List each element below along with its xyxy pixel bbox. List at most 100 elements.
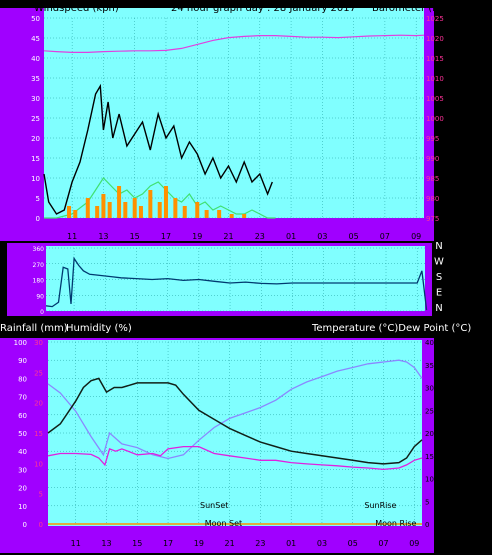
direction-series [45, 256, 428, 311]
direction-line [45, 256, 428, 311]
rain-bar [101, 194, 106, 218]
humidity-tick: 20 [18, 485, 27, 493]
humidity-tick: 90 [18, 357, 27, 365]
temp-x-tick: 17 [163, 539, 173, 548]
rain-tick: 30 [34, 339, 43, 347]
humidity-tick: 30 [18, 466, 27, 474]
direction-tick: 90 [36, 293, 44, 300]
temperature-tick: 25 [425, 407, 434, 415]
temp-x-tick: 19 [194, 539, 204, 548]
compass-label: W [434, 257, 444, 268]
wind_gust-line [43, 83, 273, 215]
humidity-line [47, 359, 423, 460]
rain-bar [107, 202, 112, 218]
rain-bar [229, 214, 234, 218]
rain-bar [173, 198, 178, 218]
wind-x-tick: 13 [98, 232, 108, 241]
temp-x-tick-labels: 11 13 15 17 19 21 23 01 03 05 07 09 [71, 539, 420, 548]
rain-bar [123, 202, 128, 218]
barometer-label: Barometer (hpa) [372, 3, 455, 14]
temperature-label: Temperature (°C)Dew Point (°C) [311, 323, 471, 334]
temperature-tick: 5 [425, 498, 429, 506]
temp-grid [48, 341, 422, 525]
rain-bar [117, 186, 122, 218]
dewpoint-line [47, 445, 423, 471]
windspeed-label: Windspeed (kph) [34, 3, 119, 14]
chart-title: 24 hour graph day : 28 January 2017 [171, 3, 356, 14]
wind-x-tick: 03 [317, 232, 327, 241]
compass-label: S [436, 272, 442, 283]
temp-series [47, 359, 423, 525]
rain-tick: 20 [34, 400, 43, 408]
windspeed-tick: 50 [31, 15, 40, 23]
barometer-tick: 1010 [426, 75, 444, 83]
humidity-tick: 0 [23, 521, 27, 529]
windspeed-tick: 0 [36, 215, 40, 223]
temp-x-tick: 07 [378, 539, 388, 548]
barometer-tick: 975 [426, 215, 439, 223]
humidity-tick: 10 [18, 503, 27, 511]
barometer-line [43, 34, 425, 54]
humidity-tick-labels: 0 10 20 30 40 50 60 70 80 90 100 [14, 339, 27, 529]
windspeed-tick: 10 [31, 175, 40, 183]
wind-x-tick: 07 [380, 232, 390, 241]
barometer-tick-labels: 975 980 985 990 995 1000 1005 1010 1015 1020 1025 [426, 15, 444, 223]
temperature-tick: 40 [425, 339, 434, 347]
humidity-tick: 70 [18, 394, 27, 402]
wind-x-tick: 05 [349, 232, 359, 241]
rain-bar [73, 210, 78, 218]
temp-x-tick: 05 [348, 539, 358, 548]
wind-x-tick: 23 [255, 232, 265, 241]
rain-bar [204, 210, 209, 218]
humidity-tick: 100 [14, 339, 27, 347]
annotation-label: SunSet [200, 501, 228, 510]
rain-tick-labels: 0 5 10 15 20 25 30 [34, 339, 43, 529]
windspeed-tick: 30 [31, 95, 40, 103]
annotation-label: Moon Rise [375, 519, 416, 528]
temperature-tick: 15 [425, 453, 434, 461]
direction-plot-area [46, 246, 425, 311]
barometer-tick: 1025 [426, 15, 444, 23]
direction-tick: 0 [40, 309, 44, 316]
windspeed-tick: 35 [31, 75, 40, 83]
temp-x-tick: 03 [317, 539, 327, 548]
rain-bar [132, 198, 137, 218]
humidity-tick: 60 [18, 412, 27, 420]
compass-label: N [435, 303, 442, 314]
humidity-tick: 40 [18, 448, 27, 456]
rain-tick: 25 [34, 369, 43, 377]
windspeed-tick: 45 [31, 35, 40, 43]
wind-x-tick: 15 [130, 232, 140, 241]
windspeed-tick: 20 [31, 135, 40, 143]
windspeed-tick-labels: 0 5 10 15 20 25 30 35 40 45 50 [31, 15, 40, 223]
windspeed-tick: 25 [31, 115, 40, 123]
wind_avg-line [44, 177, 276, 219]
temperature-tick: 30 [425, 385, 434, 393]
barometer-tick: 1000 [426, 115, 444, 123]
rain-bar [157, 202, 162, 218]
wind-x-tick: 01 [286, 232, 296, 241]
wind-x-tick: 17 [161, 232, 171, 241]
annotation-label: SunRise [364, 501, 396, 510]
barometer-tick: 980 [426, 195, 439, 203]
barometer-tick: 1020 [426, 35, 444, 43]
wind-x-tick: 11 [67, 232, 77, 241]
compass-label: N [435, 241, 442, 252]
rain-tick: 15 [34, 430, 43, 438]
rain-bar [67, 206, 72, 218]
rain-bar [195, 202, 200, 218]
rain-tick: 5 [39, 491, 43, 499]
direction-tick: 270 [33, 262, 45, 269]
temperature-tick: 10 [425, 476, 434, 484]
temp-x-tick: 09 [409, 539, 419, 548]
temp-x-tick: 23 [255, 539, 265, 548]
rain-bar [138, 206, 143, 218]
wind-plot-area [44, 8, 424, 218]
barometer-tick: 985 [426, 175, 439, 183]
windspeed-tick: 5 [36, 195, 40, 203]
wind-x-tick: 19 [192, 232, 202, 241]
barometer-tick: 990 [426, 155, 439, 163]
temp-x-tick: 21 [225, 539, 235, 548]
